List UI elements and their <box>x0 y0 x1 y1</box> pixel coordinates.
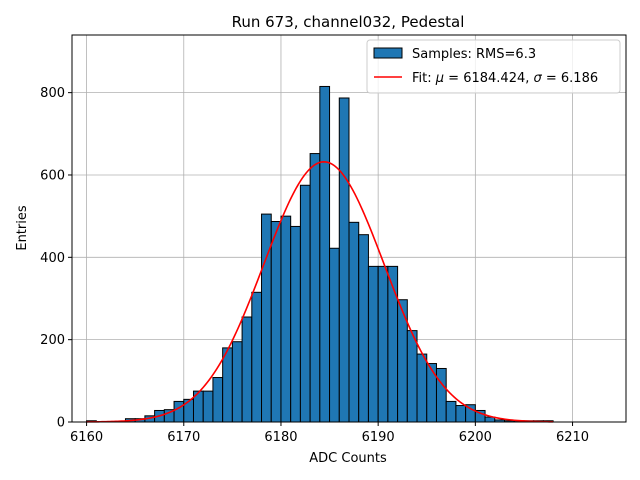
y-tick-label: 600 <box>40 168 65 183</box>
histogram-bar <box>241 316 253 423</box>
histogram-bar <box>251 291 263 423</box>
legend-bar-swatch <box>373 47 403 59</box>
plot-frame <box>71 34 627 423</box>
histogram-bar <box>309 153 321 423</box>
histogram-bar <box>173 400 185 423</box>
legend: Samples: RMS=6.3 Fit: μ = 6184.424, σ = … <box>366 39 621 94</box>
histogram-bar <box>416 353 428 423</box>
legend-box <box>366 39 621 94</box>
histogram-bar <box>261 213 272 423</box>
histogram-bar <box>231 341 243 423</box>
y-tick-label: 400 <box>40 251 65 266</box>
legend-samples-label: Samples: RMS=6.3 <box>412 47 536 62</box>
legend-fit-mu-value: = 6184.424, <box>444 71 533 86</box>
histogram-bar <box>222 347 233 423</box>
histogram-bar <box>426 363 437 423</box>
histogram-bar <box>270 221 282 423</box>
x-tick-label: 6190 <box>362 430 395 445</box>
y-axis-label: Entries <box>15 205 30 251</box>
y-tick-label: 200 <box>40 333 65 348</box>
histogram-bar <box>202 390 214 423</box>
histogram-bar <box>435 367 447 423</box>
gaussian-fit-curve <box>86 161 554 423</box>
histogram-bar <box>212 377 224 423</box>
legend-fit-prefix: Fit: <box>412 71 436 86</box>
histogram-bar <box>183 398 194 423</box>
bars-layer <box>86 85 554 423</box>
histogram-bar <box>319 85 331 423</box>
x-tick-label: 6210 <box>556 430 589 445</box>
histogram-bar <box>377 265 389 423</box>
histogram-bar <box>280 215 292 423</box>
legend-fit-sigma-value: = 6.186 <box>542 71 598 86</box>
histogram-bar <box>367 265 379 423</box>
histogram-bar <box>299 184 311 423</box>
legend-fit-mu-symbol: μ <box>435 71 444 86</box>
histogram-bar <box>406 330 418 423</box>
histogram-bar <box>387 265 399 423</box>
y-tick-label: 800 <box>40 86 65 101</box>
y-ticks: 0 200 400 600 800 <box>40 86 72 431</box>
histogram-bar <box>445 400 457 423</box>
y-tick-label: 0 <box>57 416 65 431</box>
histogram-bar <box>338 97 350 423</box>
x-axis-label: ADC Counts <box>309 451 387 466</box>
x-tick-label: 6200 <box>459 430 492 445</box>
fit-layer <box>86 161 554 423</box>
legend-fit-label: Fit: μ = 6184.424, σ = 6.186 <box>412 71 598 86</box>
histogram-bar <box>358 234 369 423</box>
legend-fit-sigma-symbol: σ <box>534 71 543 86</box>
histogram-bar <box>348 221 360 423</box>
histogram-bar <box>329 247 340 423</box>
x-tick-label: 6180 <box>264 430 297 445</box>
x-tick-label: 6170 <box>167 430 200 445</box>
histogram-bar <box>290 225 301 423</box>
x-ticks: 6160 6170 6180 6190 6200 6210 <box>70 422 589 445</box>
histogram-bar <box>455 405 467 423</box>
x-tick-label: 6160 <box>70 430 103 445</box>
chart-title: Run 673, channel032, Pedestal <box>232 13 465 31</box>
